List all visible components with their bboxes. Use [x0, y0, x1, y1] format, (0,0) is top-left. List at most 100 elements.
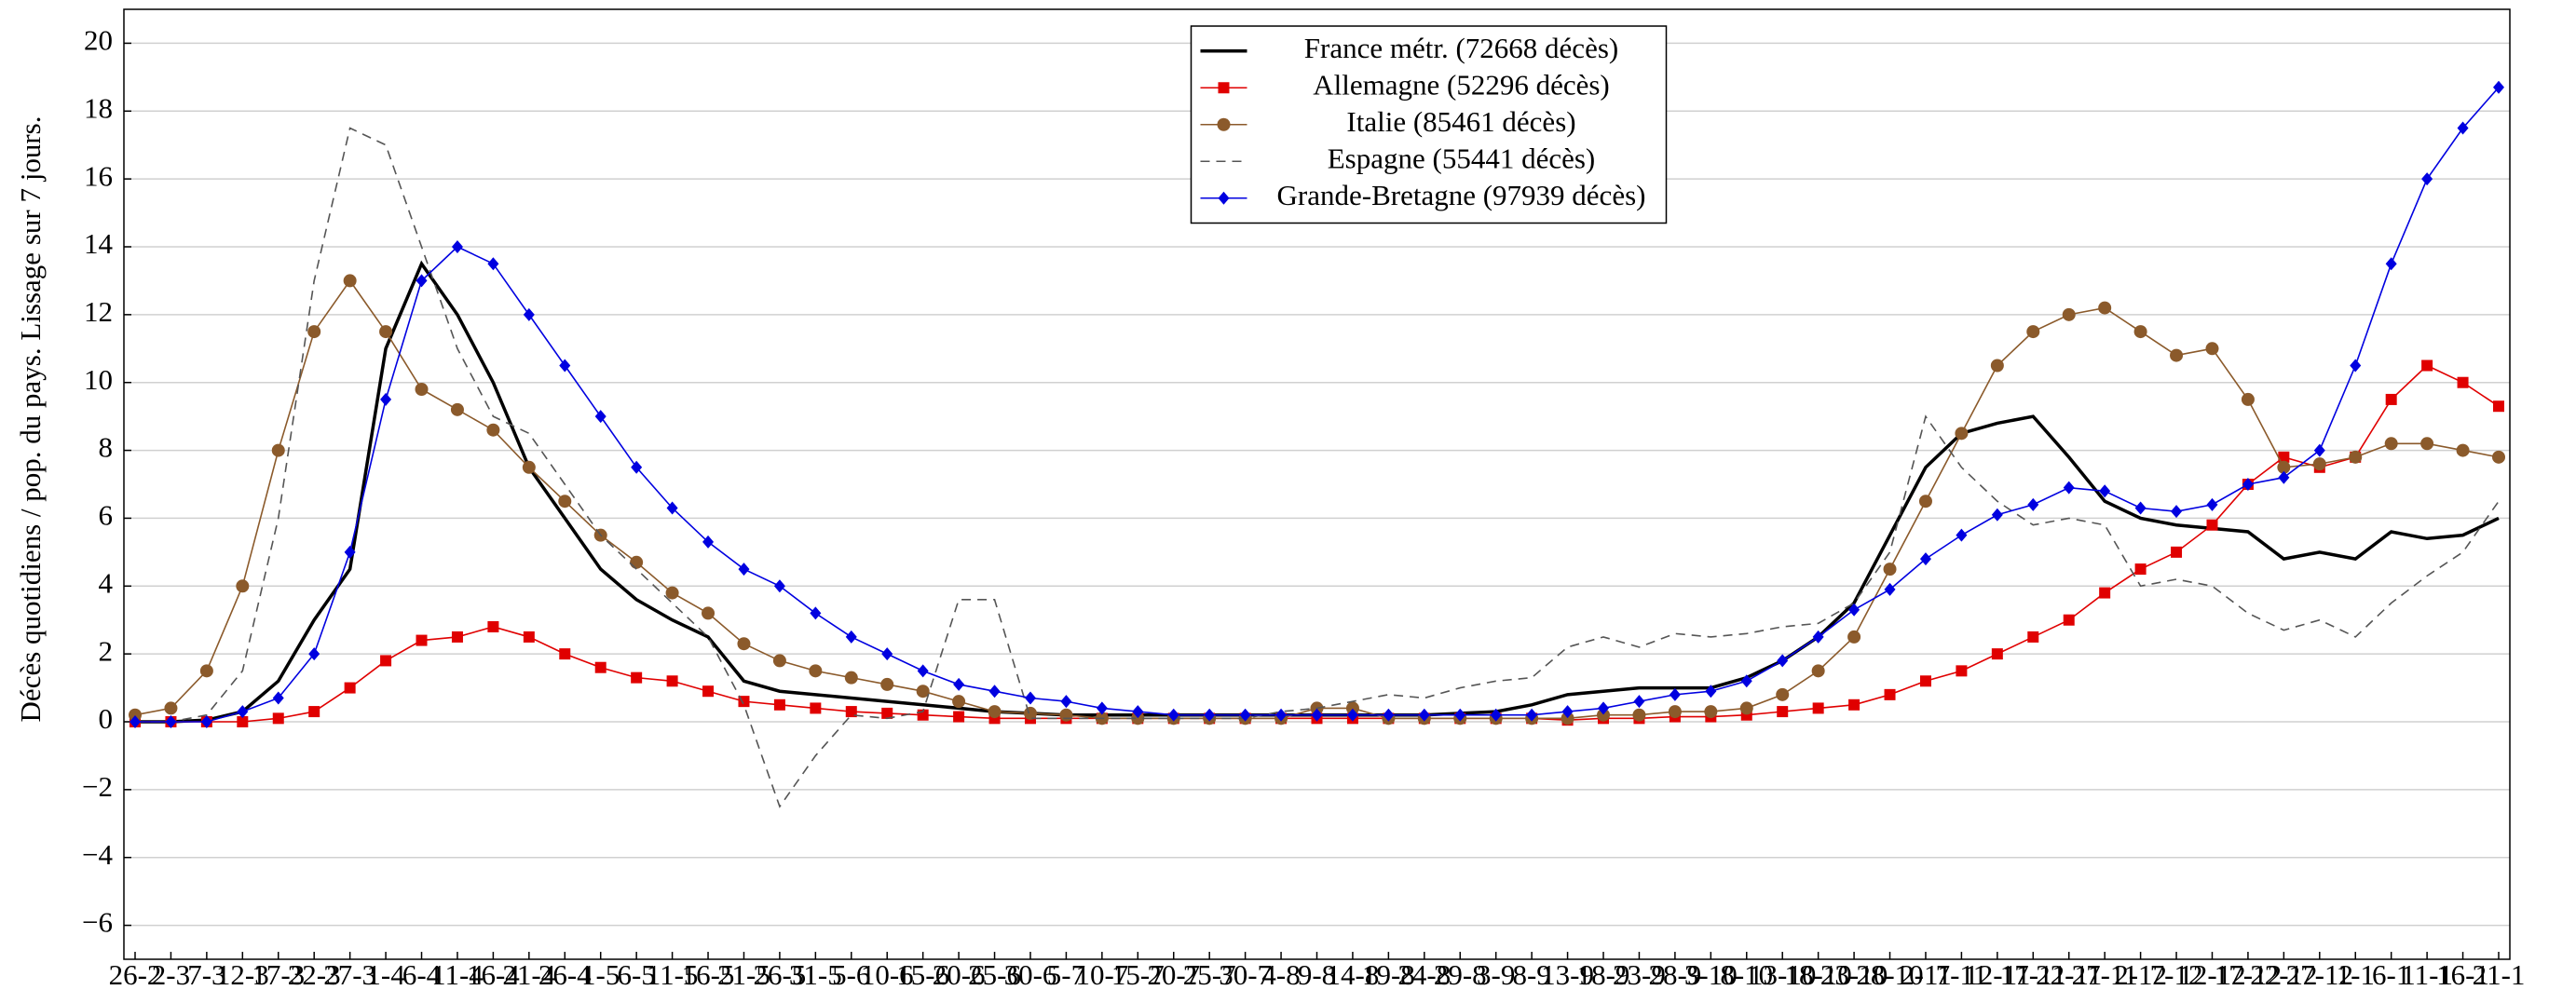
x-tick-label: 2-11	[1900, 958, 1952, 990]
point	[2170, 348, 2184, 362]
point	[2278, 470, 2290, 484]
point	[380, 655, 392, 667]
point	[2063, 614, 2075, 626]
x-tick-label: 2-3	[152, 958, 190, 990]
point	[486, 423, 500, 437]
x-tick-label: 20-6	[933, 958, 986, 990]
x-tick-label: 21-1	[2473, 958, 2526, 990]
point	[1847, 630, 1861, 644]
point	[2206, 519, 2218, 531]
point	[1990, 359, 2004, 373]
point	[487, 621, 499, 632]
x-tick-label: 12-11	[1964, 958, 2030, 990]
point	[953, 677, 965, 691]
point	[2385, 393, 2397, 405]
x-tick-label: 8-10	[1720, 958, 1773, 990]
point	[2099, 587, 2111, 599]
x-tick-label: 18-10	[1784, 958, 1851, 990]
point	[237, 705, 249, 719]
point	[1777, 654, 1789, 668]
y-tick-label: 10	[84, 363, 113, 396]
point	[558, 495, 572, 509]
point	[2457, 121, 2469, 135]
point	[1561, 712, 1574, 726]
x-tick-label: 10-6	[861, 958, 914, 990]
point	[1490, 708, 1502, 722]
point	[702, 606, 716, 620]
point	[1059, 708, 1073, 722]
x-tick-label: 10-7	[1075, 958, 1128, 990]
point	[881, 707, 893, 719]
point	[1956, 665, 1968, 677]
x-tick-label: 2-12	[2114, 958, 2167, 990]
x-tick-label: 11-5	[647, 958, 699, 990]
x-tick-label: 30-7	[1219, 958, 1272, 990]
point	[810, 606, 822, 620]
point	[2206, 497, 2218, 511]
point	[809, 664, 823, 678]
x-tick-label: 21-4	[502, 958, 555, 990]
point	[307, 325, 321, 339]
point	[1848, 698, 1860, 711]
y-tick-label: −4	[82, 838, 113, 871]
x-tick-label: 5-7	[1047, 958, 1085, 990]
point	[1955, 427, 1969, 441]
point	[308, 706, 320, 718]
point	[1598, 701, 1610, 715]
point	[344, 545, 356, 559]
point	[2241, 392, 2255, 406]
x-tick-label: 11-1	[2401, 958, 2453, 990]
point	[344, 682, 356, 694]
point	[1705, 685, 1717, 698]
point	[917, 664, 929, 678]
y-tick-label: 2	[99, 634, 114, 667]
point	[1991, 508, 2003, 522]
point	[1345, 701, 1359, 715]
x-tick-label: 7-12	[2150, 958, 2203, 990]
point	[1704, 705, 1718, 719]
point	[2134, 501, 2147, 515]
x-tick-label: 26-5	[753, 958, 806, 990]
point	[594, 410, 607, 424]
point	[1776, 687, 1790, 701]
y-tick-label: 16	[84, 159, 113, 192]
point	[272, 691, 284, 705]
point	[129, 715, 141, 728]
point	[772, 654, 786, 668]
series-line	[134, 279, 2500, 720]
point	[1848, 603, 1860, 617]
point	[988, 685, 1001, 698]
point	[666, 675, 678, 687]
x-tick-label: 19-8	[1362, 958, 1415, 990]
point	[988, 705, 1002, 719]
point	[630, 555, 644, 569]
x-tick-label: 3-10	[1684, 958, 1738, 990]
x-tick-label: 22-11	[2036, 958, 2102, 990]
y-tick-label: 6	[99, 499, 114, 532]
point	[2205, 342, 2219, 356]
point	[415, 383, 429, 396]
legend-box	[1190, 25, 1668, 224]
x-tick-label: 22-12	[2250, 958, 2317, 990]
point	[1217, 117, 1231, 131]
legend-label: Espagne (55441 décès)	[1328, 142, 1596, 174]
point	[2062, 307, 2076, 321]
point	[165, 715, 177, 728]
point	[2313, 443, 2325, 457]
point	[1633, 695, 1645, 709]
point	[738, 563, 750, 576]
point	[2027, 631, 2039, 643]
point	[666, 501, 678, 515]
point	[2099, 484, 2111, 498]
x-tick-label: 27-3	[323, 958, 376, 990]
x-tick-label: 15-6	[896, 958, 949, 990]
point	[953, 711, 965, 723]
point	[199, 664, 213, 678]
legend-label: Italie (85461 décès)	[1346, 105, 1575, 138]
legend-label: Allemagne (52296 décès)	[1313, 68, 1610, 101]
point	[164, 701, 178, 715]
point	[236, 579, 250, 593]
point	[451, 631, 463, 643]
point	[1739, 701, 1753, 715]
